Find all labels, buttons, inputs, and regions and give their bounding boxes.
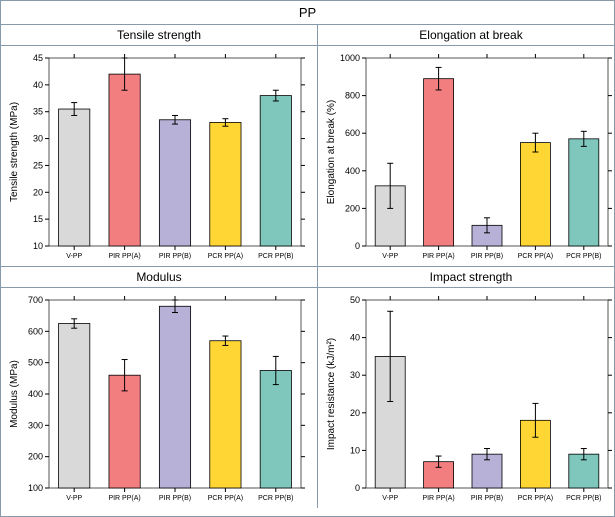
chart-area: 10 15 20 25 30 35 40 45 V-PP PIR PP(A) PIR PP(B) PC…: [1, 46, 317, 274]
main-title: PP: [1, 1, 614, 25]
svg-text:PCR PP(B): PCR PP(B): [258, 495, 293, 502]
svg-text:Elongation at break (%): Elongation at break (%): [326, 100, 337, 205]
svg-text:50: 50: [350, 295, 360, 305]
svg-text:40: 40: [33, 80, 43, 90]
svg-text:Tensile strength (MPa): Tensile strength (MPa): [9, 102, 20, 202]
row-2: Modulus 100200300400500600700V-PPPIR PP(…: [1, 267, 614, 508]
svg-text:PIR PP(B): PIR PP(B): [159, 253, 191, 260]
svg-text:PCR PP(A): PCR PP(A): [518, 495, 553, 502]
svg-text:V-PP: V-PP: [382, 495, 398, 502]
svg-text:PCR PP(B): PCR PP(B): [566, 253, 601, 260]
svg-text:PIR PP(A): PIR PP(A): [108, 253, 140, 260]
svg-text:Impact resistance (kJ/m²): Impact resistance (kJ/m²): [326, 338, 337, 450]
panel-tensile: Tensile strength 10 15 20 25 30 35 40 45 V-PP PIR…: [1, 25, 318, 266]
svg-text:0: 0: [355, 483, 360, 493]
svg-text:15: 15: [33, 214, 43, 224]
svg-text:1000: 1000: [340, 53, 360, 63]
panel-impact: Impact strength 01020304050V-PPPIR PP(A)…: [318, 267, 615, 508]
svg-text:PIR PP(A): PIR PP(A): [108, 495, 140, 502]
chart-grid: PP Tensile strength 10 15 20 25 30 35 40 45 V-PP…: [0, 0, 615, 517]
svg-text:PCR PP(A): PCR PP(A): [518, 253, 553, 260]
svg-text:V-PP: V-PP: [382, 253, 398, 260]
svg-text:35: 35: [33, 107, 43, 117]
svg-text:200: 200: [28, 452, 43, 462]
svg-text:V-PP: V-PP: [66, 253, 82, 260]
chart-area: 0 10 20 30 40 50 V-PP PIR PP(A) PIR PP(B) PCR PP(…: [318, 288, 615, 516]
svg-text:PCR PP(A): PCR PP(A): [208, 495, 243, 502]
svg-text:PCR PP(B): PCR PP(B): [258, 253, 293, 260]
svg-text:10: 10: [33, 241, 43, 251]
svg-text:30: 30: [350, 370, 360, 380]
row-1: Tensile strength 10 15 20 25 30 35 40 45 V-PP PIR…: [1, 25, 614, 267]
svg-text:10: 10: [350, 445, 360, 455]
svg-text:0: 0: [355, 241, 360, 251]
svg-text:30: 30: [33, 134, 43, 144]
svg-text:PCR PP(B): PCR PP(B): [566, 495, 601, 502]
svg-text:V-PP: V-PP: [66, 495, 82, 502]
chart-area: 100 200 300 400 500 600 700 V-PP PIR PP(A) PIR PP…: [1, 288, 317, 516]
svg-text:600: 600: [345, 128, 360, 138]
svg-text:PIR PP(B): PIR PP(B): [471, 253, 503, 260]
svg-text:200: 200: [345, 203, 360, 213]
svg-text:PIR PP(A): PIR PP(A): [422, 495, 454, 502]
svg-text:Modulus (MPa): Modulus (MPa): [9, 360, 20, 428]
svg-text:400: 400: [28, 389, 43, 399]
svg-text:20: 20: [350, 408, 360, 418]
svg-text:100: 100: [28, 483, 43, 493]
chart-area: 0 200 400 600 800 1000 V-PP PIR PP(A) PIR PP(B) P…: [318, 46, 615, 274]
svg-text:25: 25: [33, 160, 43, 170]
svg-text:20: 20: [33, 187, 43, 197]
panel-title: Elongation at break: [318, 25, 615, 46]
svg-text:600: 600: [28, 326, 43, 336]
panel-modulus: Modulus 100200300400500600700V-PPPIR PP(…: [1, 267, 318, 508]
svg-text:40: 40: [350, 333, 360, 343]
svg-text:300: 300: [28, 420, 43, 430]
svg-text:PIR PP(A): PIR PP(A): [422, 253, 454, 260]
panel-title: Tensile strength: [1, 25, 317, 46]
svg-text:PIR PP(B): PIR PP(B): [471, 495, 503, 502]
svg-text:400: 400: [345, 166, 360, 176]
svg-text:500: 500: [28, 358, 43, 368]
svg-text:700: 700: [28, 295, 43, 305]
svg-text:800: 800: [345, 91, 360, 101]
svg-text:PIR PP(B): PIR PP(B): [159, 495, 191, 502]
panel-elongation: Elongation at break 0 200 400 600 800 1000 V-P…: [318, 25, 615, 266]
svg-text:45: 45: [33, 53, 43, 63]
svg-text:PCR PP(A): PCR PP(A): [208, 253, 243, 260]
